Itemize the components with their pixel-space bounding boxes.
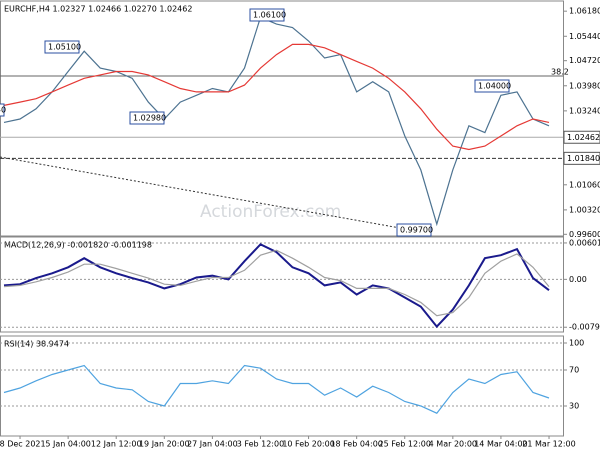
y-tick-label: 1.03980 (569, 81, 600, 90)
annotation-label: 1.04000 (478, 82, 511, 91)
fib-label: 38.2 (551, 67, 569, 76)
y-tick-label: 1.03240 (569, 106, 600, 115)
y-tick-label: 70 (569, 366, 579, 375)
x-tick-label: 18 Feb 04:00 (330, 440, 382, 449)
annotation-label: 1.06100 (253, 11, 286, 20)
annotation-label: 1.03240 (0, 106, 6, 115)
y-tick-label: 1.04720 (569, 56, 600, 65)
panel-frame (0, 236, 564, 333)
annotation-label: 1.05100 (48, 43, 81, 52)
y-tick-label: 30 (569, 402, 579, 411)
plot (0, 16, 563, 229)
series-line (3, 16, 550, 227)
y-tick-label: 1.06180 (569, 7, 600, 16)
y-tick-label: 0.006017 (569, 238, 600, 247)
current-price-box (563, 130, 600, 144)
x-tick-label: 21 Mar 12:00 (522, 440, 575, 449)
x-tick-label: 25 Feb 12:00 (379, 440, 431, 449)
panel-title: MACD(12,26,9) -0.001820 -0.001198 (4, 241, 152, 250)
y-tick-label: 0.99600 (569, 230, 600, 239)
annotation-box (474, 79, 510, 93)
x-tick-label: 14 Mar 04:00 (474, 440, 527, 449)
x-tick-label: 3 Feb 12:00 (237, 440, 284, 449)
y-tick-label: 1.00320 (569, 205, 600, 214)
watermark: ActionForex.com (200, 202, 341, 222)
x-tick-label: 12 Jan 12:00 (91, 440, 142, 449)
plot (3, 243, 550, 329)
x-tick-label: 4 Mar 20:00 (429, 440, 477, 449)
annotation-box (129, 111, 165, 125)
x-tick-label: 10 Feb 20:00 (282, 440, 334, 449)
annotation-box (396, 223, 432, 237)
y-tick-label: 100 (569, 339, 584, 348)
x-tick-label: 5 Jan 04:00 (45, 440, 91, 449)
annotation-box (249, 8, 285, 22)
panel-frame (0, 0, 564, 237)
x-tick-label: 19 Jan 20:00 (139, 440, 190, 449)
panel-frame (0, 335, 564, 437)
series-line (3, 43, 550, 151)
x-tick-label: 27 Jan 04:00 (187, 440, 238, 449)
x-tick-label: 28 Dec 2021 (0, 440, 46, 449)
annotation-box (0, 103, 5, 117)
series-line (3, 364, 550, 414)
current-price-label: 1.02462 (567, 133, 600, 142)
y-tick-label: 0.00 (569, 275, 587, 284)
panel-title: RSI(14) 38.9474 (4, 340, 69, 349)
annotation-label: 0.99700 (400, 226, 433, 235)
plot (3, 364, 550, 414)
y-tick-label: 1.01060 (569, 180, 600, 189)
series-line (3, 249, 550, 317)
annotation-box (44, 40, 80, 54)
y-tick-label: 1.05440 (569, 32, 600, 41)
annotation-label: 1.02980 (133, 114, 166, 123)
support-box (563, 151, 600, 165)
support-label: 1.01840 (567, 154, 600, 163)
panel-title: EURCHF,H4 1.02327 1.02466 1.02270 1.0246… (4, 5, 192, 14)
y-tick-label: -0.007911 (569, 323, 600, 332)
